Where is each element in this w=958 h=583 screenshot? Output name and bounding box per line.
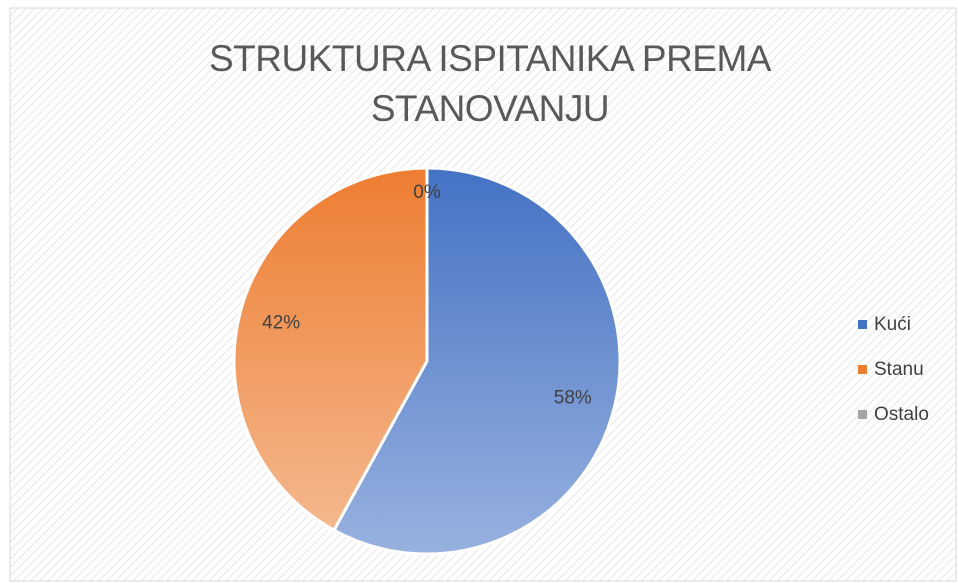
data-label: 58% bbox=[554, 387, 592, 408]
legend-item: Kući bbox=[858, 302, 929, 347]
legend-swatch bbox=[858, 320, 867, 329]
chart-title: STRUKTURA ISPITANIKA PREMA STANOVANJU bbox=[209, 38, 771, 129]
pie-slice bbox=[232, 166, 429, 532]
legend-swatch bbox=[858, 365, 867, 374]
legend-item: Stanu bbox=[858, 347, 929, 392]
pie-slice bbox=[332, 166, 622, 556]
data-label: 42% bbox=[262, 313, 300, 334]
legend-label: Ostalo bbox=[874, 403, 929, 425]
legend-label: Kući bbox=[874, 313, 911, 335]
legend-label: Stanu bbox=[874, 358, 924, 380]
data-label: 0% bbox=[413, 182, 441, 203]
legend: Kući Stanu Ostalo bbox=[858, 302, 929, 437]
legend-item: Ostalo bbox=[858, 392, 929, 437]
legend-swatch bbox=[858, 410, 867, 419]
